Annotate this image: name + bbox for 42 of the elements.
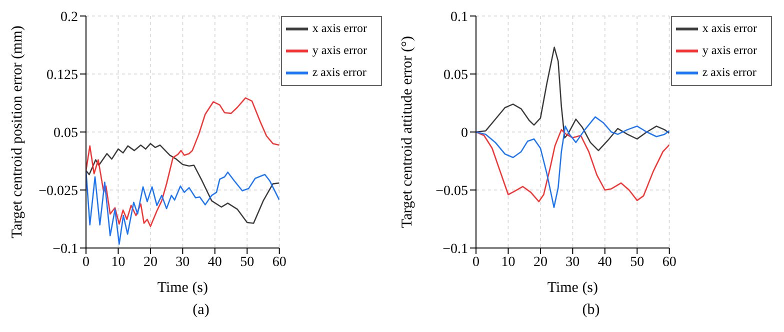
legend-label: z axis error <box>312 64 366 79</box>
y-tick-label: 0 <box>461 126 468 141</box>
x-axis-title: Time (s) <box>157 280 208 296</box>
x-tick-label: 10 <box>501 254 516 270</box>
legend-label: x axis error <box>702 20 757 35</box>
line-series <box>476 116 670 208</box>
x-tick-label: 40 <box>208 254 222 270</box>
legend-label: x axis error <box>312 20 367 35</box>
x-tick-label: 0 <box>82 254 90 270</box>
y-axis-title: Target centroid position error (mm) <box>9 26 26 238</box>
y-tick-label: 0.05 <box>54 126 78 141</box>
legend-label: y axis error <box>702 42 757 57</box>
x-tick-label: 40 <box>598 254 612 270</box>
x-tick-label: 50 <box>630 254 644 270</box>
y-tick-label: −0.05 <box>436 184 468 199</box>
x-tick-label: 20 <box>533 254 548 270</box>
x-tick-label: 20 <box>143 254 158 270</box>
x-tick-label: 30 <box>176 254 190 270</box>
y-tick-label: 0.05 <box>444 68 468 83</box>
x-tick-label: 50 <box>240 254 254 270</box>
legend-label: z axis error <box>702 64 756 79</box>
x-tick-label: 10 <box>111 254 126 270</box>
x-axis-title: Time (s) <box>547 280 598 296</box>
x-tick-label: 30 <box>566 254 580 270</box>
x-tick-label: 60 <box>272 254 286 270</box>
x-tick-label: 60 <box>662 254 676 270</box>
x-tick-label: 0 <box>472 254 480 270</box>
y-tick-label: −0.1 <box>442 242 468 257</box>
text: (a) <box>192 302 210 319</box>
line-series <box>476 46 670 152</box>
legend-label: y axis error <box>312 42 367 57</box>
y-tick-label: −0.1 <box>52 242 78 257</box>
y-tick-label: 0.1 <box>450 10 468 25</box>
line-series <box>86 170 280 245</box>
y-tick-label: −0.025 <box>38 184 78 199</box>
y-axis-title: Target centroid attitude error (°) <box>399 36 416 228</box>
text: (b) <box>581 302 601 319</box>
y-tick-label: 0.125 <box>46 68 78 83</box>
line-series <box>476 129 670 202</box>
y-tick-label: 0.2 <box>60 10 78 25</box>
line-series <box>86 142 280 224</box>
line-series <box>86 97 280 227</box>
